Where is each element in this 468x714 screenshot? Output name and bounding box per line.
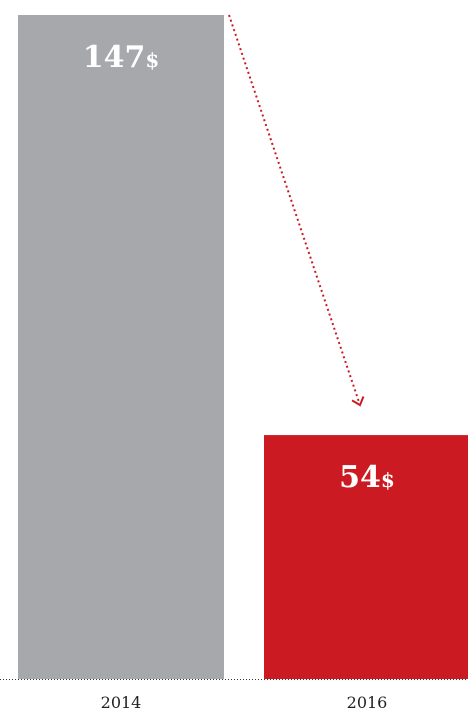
value-label-2014-number: 147 <box>83 40 146 75</box>
bars-group <box>18 15 468 679</box>
bar-2014 <box>18 15 224 679</box>
x-tick-label-2016: 2016 <box>347 693 388 712</box>
value-label-2016-unit: $ <box>381 468 395 492</box>
decline-arrow <box>229 15 360 405</box>
value-label-2016-number: 54 <box>339 460 381 495</box>
value-label-2014-unit: $ <box>145 48 159 72</box>
x-tick-label-2014: 2014 <box>101 693 142 712</box>
x-tick-labels-group: 2014 2016 <box>101 693 388 712</box>
